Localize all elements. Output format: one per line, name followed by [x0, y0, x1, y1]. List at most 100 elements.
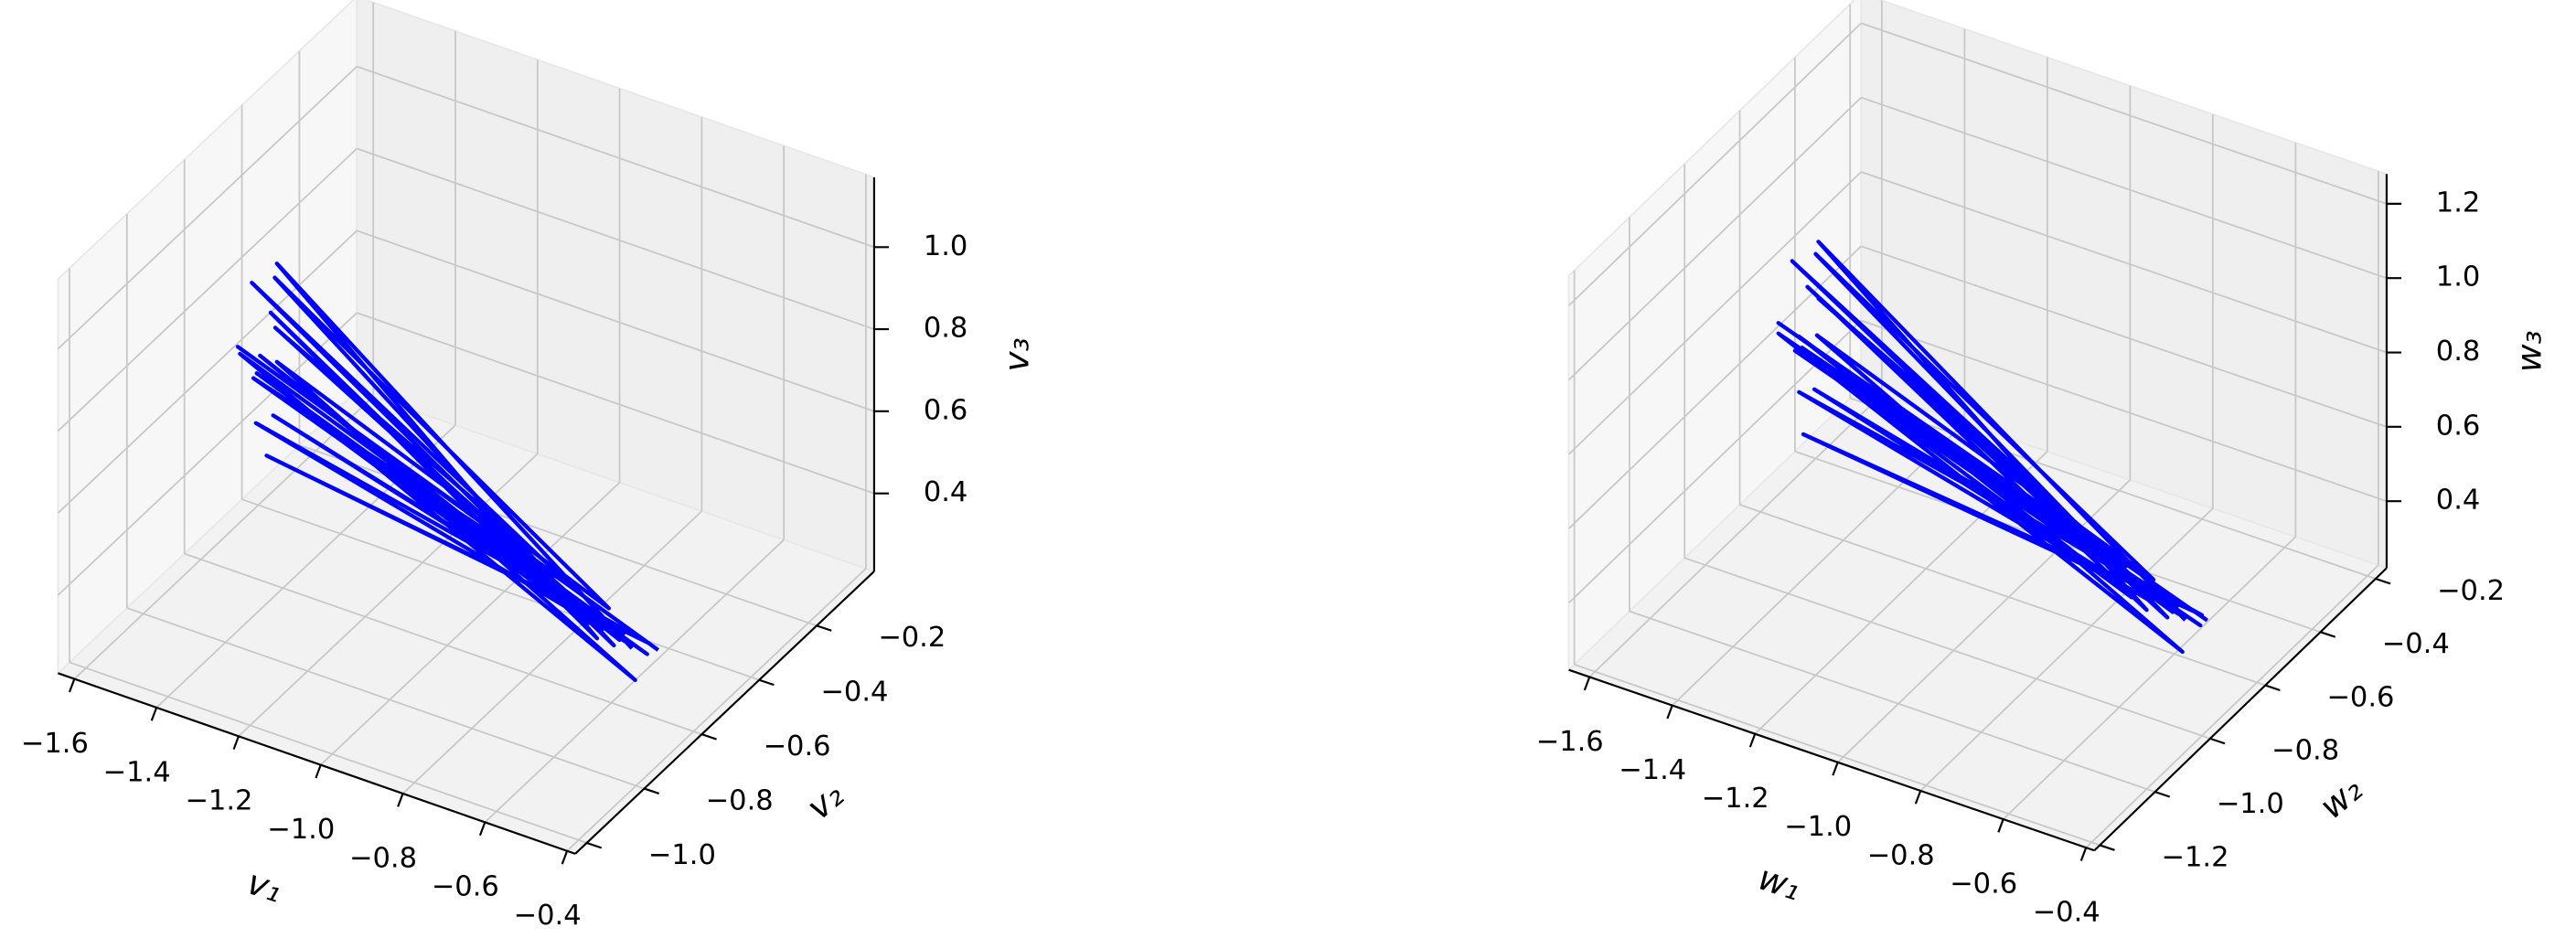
x-axis-label: w₁: [1754, 858, 1806, 909]
x-tick-label: −0.6: [432, 871, 499, 903]
grid-line: [1567, 171, 1862, 455]
x-axis-line: [58, 672, 576, 855]
tick-mark: [1583, 677, 1591, 691]
grid-line: [1860, 22, 2388, 205]
grid-line: [184, 552, 702, 736]
grid-line: [238, 453, 539, 737]
grid-line: [57, 312, 358, 596]
grid-line: [320, 482, 621, 766]
tick-mark: [397, 793, 404, 807]
tick-mark: [1914, 790, 1922, 805]
y-axis-label: w₂: [2312, 769, 2369, 826]
tick-mark: [1748, 733, 1757, 748]
grid-line: [1574, 664, 2100, 847]
tick-mark: [2154, 791, 2171, 798]
grid-line: [1860, 96, 2388, 280]
grid-line: [566, 568, 867, 852]
grid-line: [356, 312, 875, 495]
grid-line: [2085, 564, 2379, 848]
tick-mark: [816, 624, 832, 632]
grid-line: [126, 607, 645, 790]
grid-line: [1739, 504, 2266, 687]
grid-line: [401, 510, 702, 794]
grid-line: [57, 229, 358, 514]
grid-line: [1588, 393, 1883, 678]
y-tick-label: −0.6: [2326, 681, 2394, 713]
z-tick-label: 0.4: [924, 476, 968, 508]
grid-line: [69, 661, 587, 844]
x-axis-line: [1568, 668, 2095, 852]
grid-line: [1629, 610, 2155, 793]
x-tick-label: −0.8: [1867, 839, 1935, 871]
grid-line: [1567, 97, 1862, 381]
z-tick-label: 0.6: [924, 394, 968, 426]
tick-mark: [2099, 844, 2115, 851]
z-axis-label: v₃: [996, 337, 1036, 371]
y-tick-label: −0.8: [2271, 735, 2339, 767]
y-axis-line: [2093, 567, 2388, 852]
grid-line: [1860, 319, 2388, 503]
y-tick-label: −0.6: [763, 730, 830, 762]
grid-line: [356, 229, 875, 412]
tick-mark: [758, 678, 775, 687]
pane-left: [57, 0, 358, 676]
z-tick-label: 0.4: [2436, 485, 2481, 517]
y-tick-label: −0.2: [2437, 575, 2505, 607]
tick-mark: [2264, 684, 2281, 691]
tick-mark: [315, 764, 322, 779]
trajectory-line: [235, 261, 660, 682]
z-axis-label: w₃: [2508, 330, 2549, 372]
x-tick-label: −1.2: [185, 785, 252, 817]
grid-line: [1860, 245, 2388, 428]
y-tick-label: −1.0: [2217, 788, 2284, 820]
z-tick-label: 1.2: [2436, 187, 2481, 219]
grid-line: [241, 498, 760, 681]
grid-line: [1567, 22, 1862, 306]
grid-line: [1683, 557, 2211, 740]
x-tick-label: −1.4: [1619, 754, 1686, 786]
y-tick-label: −0.4: [820, 677, 888, 709]
z-tick-label: 0.8: [924, 313, 968, 345]
x-tick-label: −1.6: [21, 728, 89, 760]
tick-mark: [561, 850, 569, 865]
x-tick-label: −1.6: [1536, 726, 1604, 758]
x-tick-label: −0.4: [514, 900, 582, 932]
grid-line: [1860, 171, 2388, 354]
x-tick-label: −1.4: [103, 756, 171, 788]
x-tick-label: −1.0: [267, 814, 335, 846]
tick-mark: [2375, 577, 2391, 585]
z-tick-label: 1.0: [2436, 261, 2481, 293]
tick-mark: [1997, 818, 2004, 833]
grid-line: [1567, 319, 1862, 604]
grid-line: [356, 147, 875, 330]
z-tick-label: 1.0: [924, 230, 968, 262]
x-tick-label: −1.2: [1702, 783, 1769, 815]
tick-mark: [1666, 705, 1673, 720]
y-tick-label: −0.2: [878, 622, 946, 654]
grid-line: [57, 66, 358, 350]
y-tick-label: −1.0: [648, 839, 716, 871]
x-tick-label: −1.0: [1784, 811, 1852, 843]
tick-mark: [68, 678, 76, 693]
x-tick-label: −0.4: [2033, 896, 2100, 928]
grid-line: [1849, 397, 2377, 580]
tick-mark: [478, 821, 486, 837]
x-tick-label: −0.6: [1950, 868, 2017, 900]
y-tick-label: −0.4: [2382, 628, 2450, 660]
tick-mark: [1832, 762, 1839, 776]
tick-mark: [2209, 737, 2226, 745]
grid-line: [1919, 507, 2214, 792]
tick-mark: [586, 841, 603, 849]
tick-mark: [2320, 631, 2336, 638]
grid-line: [356, 65, 875, 249]
y-tick-label: −0.8: [706, 784, 774, 816]
tick-mark: [2079, 847, 2088, 861]
trajectory-line: [1776, 240, 2209, 655]
tick-mark: [644, 787, 660, 794]
tick-mark: [701, 733, 717, 741]
x-axis-label: v₁: [242, 861, 287, 910]
z-tick-label: 0.8: [2436, 336, 2481, 368]
y-axis-line: [574, 570, 875, 855]
